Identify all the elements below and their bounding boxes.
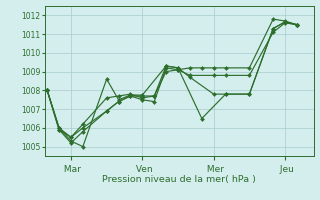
X-axis label: Pression niveau de la mer( hPa ): Pression niveau de la mer( hPa ) — [102, 175, 256, 184]
